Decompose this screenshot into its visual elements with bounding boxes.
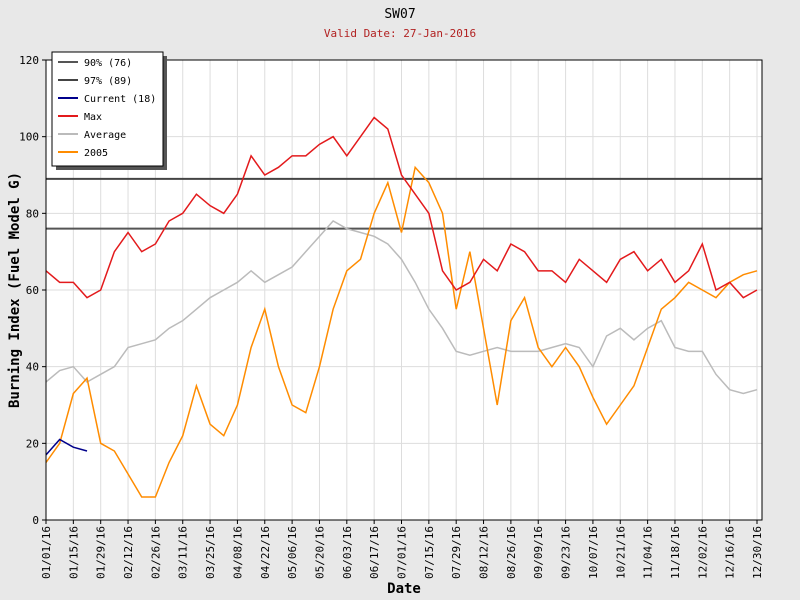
x-tick-label: 10/21/16 [614,526,627,579]
legend-label: 90% (76) [84,58,132,69]
x-tick-label: 08/26/16 [505,526,518,579]
x-tick-label: 11/18/16 [669,526,682,579]
series-line [45,116,758,299]
chart-title: SW07 [384,7,415,22]
y-tick-label: 60 [26,284,39,297]
plot-border [45,59,763,521]
x-tick-label: 07/15/16 [423,526,436,579]
legend-box [51,51,164,167]
legend-label: Average [84,130,126,141]
series-line [45,220,758,395]
legend-label: Current (18) [84,94,156,105]
y-tick-label: 120 [19,54,39,67]
x-tick-label: 12/16/16 [724,526,737,579]
x-tick-label: 01/15/16 [67,526,80,579]
x-tick-label: 12/30/16 [751,526,764,579]
y-tick-label: 100 [19,131,39,144]
x-tick-label: 11/04/16 [642,526,655,579]
x-tick-label: 05/20/16 [313,526,326,579]
legend-label: 97% (89) [84,76,132,87]
x-tick-label: 05/06/16 [286,526,299,579]
x-axis-label: Date [387,581,421,597]
y-tick-label: 40 [26,361,39,374]
x-tick-label: 03/11/16 [177,526,190,579]
x-tick-label: 03/25/16 [204,526,217,579]
x-tick-label: 06/17/16 [368,526,381,579]
x-tick-label: 08/12/16 [478,526,491,579]
legend-label: Max [84,112,102,123]
x-tick-label: 09/23/16 [560,526,573,579]
x-tick-label: 02/12/16 [122,526,135,579]
y-tick-label: 80 [26,207,39,220]
x-tick-label: 01/29/16 [95,526,108,579]
legend: 90% (76) 97% (89) Current (18) Max Average 20… [51,51,167,170]
x-tick-label: 07/29/16 [450,526,463,579]
x-tick-label: 04/22/16 [259,526,272,579]
x-tick-label: 06/03/16 [341,526,354,579]
x-tick-label: 07/01/16 [396,526,409,579]
chart-subtitle: Valid Date: 27-Jan-2016 [324,27,476,40]
series-line [45,438,88,456]
x-tick-label: 10/07/16 [587,526,600,579]
x-tick-label: 01/01/16 [40,526,53,579]
x-tick-label: 12/02/16 [696,526,709,579]
x-tick-label: 09/09/16 [532,526,545,579]
y-axis-label: Burning Index (Fuel Model G) [7,172,23,408]
series-line [45,165,758,498]
x-tick-label: 04/08/16 [231,526,244,579]
legend-label: 2005 [84,148,108,159]
y-tick-label: 0 [32,514,39,527]
y-tick-label: 20 [26,437,39,450]
x-tick-label: 02/26/16 [149,526,162,579]
